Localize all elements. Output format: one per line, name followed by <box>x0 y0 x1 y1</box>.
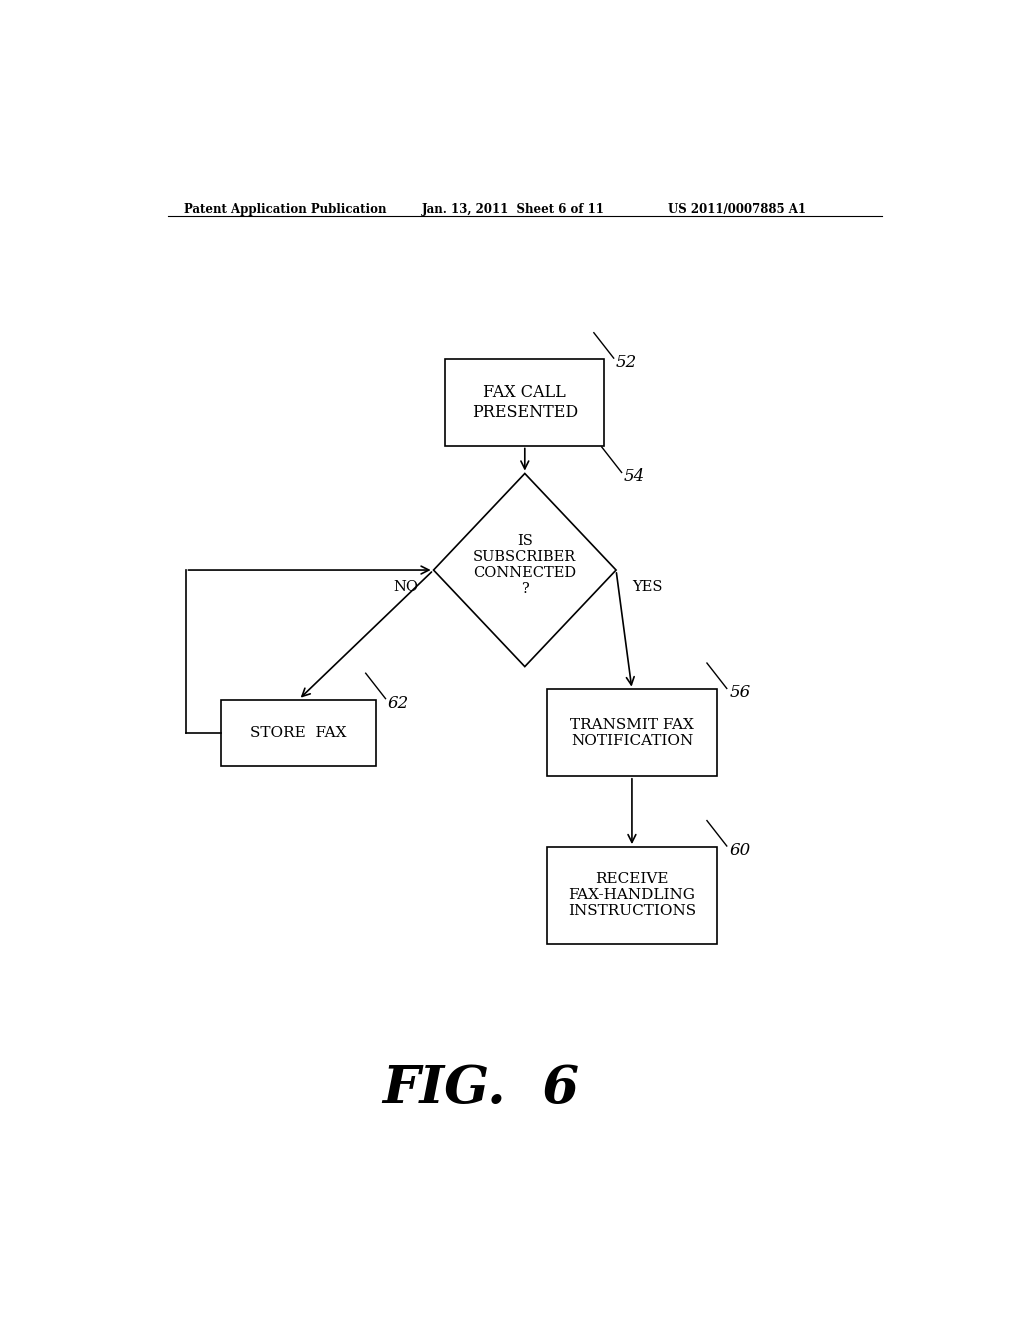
Text: US 2011/0007885 A1: US 2011/0007885 A1 <box>668 203 806 216</box>
Text: NO: NO <box>393 581 418 594</box>
Text: 54: 54 <box>624 469 645 486</box>
FancyBboxPatch shape <box>547 689 717 776</box>
Text: Patent Application Publication: Patent Application Publication <box>183 203 386 216</box>
Text: TRANSMIT FAX
NOTIFICATION: TRANSMIT FAX NOTIFICATION <box>570 718 694 747</box>
Text: FAX CALL
PRESENTED: FAX CALL PRESENTED <box>472 384 578 421</box>
Text: 62: 62 <box>388 694 410 711</box>
Text: IS
SUBSCRIBER
CONNECTED
?: IS SUBSCRIBER CONNECTED ? <box>473 533 577 597</box>
Text: Jan. 13, 2011  Sheet 6 of 11: Jan. 13, 2011 Sheet 6 of 11 <box>422 203 604 216</box>
Text: YES: YES <box>633 581 664 594</box>
Text: RECEIVE
FAX-HANDLING
INSTRUCTIONS: RECEIVE FAX-HANDLING INSTRUCTIONS <box>568 873 696 919</box>
Text: 52: 52 <box>616 354 637 371</box>
FancyBboxPatch shape <box>547 847 717 944</box>
Text: FIG.  6: FIG. 6 <box>382 1063 580 1114</box>
Polygon shape <box>433 474 616 667</box>
FancyBboxPatch shape <box>445 359 604 446</box>
FancyBboxPatch shape <box>221 700 376 766</box>
Text: 56: 56 <box>729 684 751 701</box>
Text: STORE  FAX: STORE FAX <box>251 726 347 739</box>
Text: 60: 60 <box>729 842 751 859</box>
